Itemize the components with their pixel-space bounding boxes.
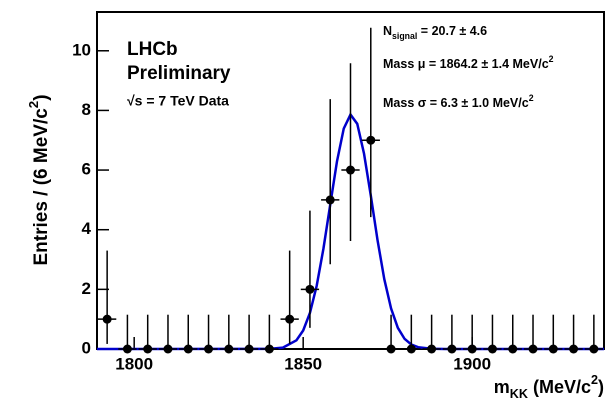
data-point (244, 344, 254, 354)
data-point (447, 344, 457, 354)
x-axis-label: mKK (MeV/c2) (494, 373, 604, 401)
energy-label: √s = 7 TeV Data (127, 93, 229, 109)
superscript: 2 (26, 101, 41, 108)
plot-frame (96, 11, 605, 350)
subscript: KK (510, 387, 528, 401)
y-tick-label: 10 (72, 40, 91, 59)
text-part: N (383, 24, 392, 38)
text-part: (MeV/c (528, 377, 591, 397)
text-part: Mass σ = 6.3 ± 1.0 MeV/c (383, 96, 529, 110)
data-point (427, 344, 437, 354)
data-point (285, 314, 295, 324)
y-tick-label: 6 (82, 160, 91, 179)
data-point (366, 135, 376, 145)
data-point (183, 344, 193, 354)
data-point (467, 344, 477, 354)
text-part: Mass μ = 1864.2 ± 1.4 MeV/c (383, 57, 549, 71)
data-point (528, 344, 538, 354)
data-point (386, 344, 396, 354)
y-tick-label: 4 (82, 219, 92, 238)
data-point (264, 344, 274, 354)
data-point (143, 344, 153, 354)
y-tick-label: 0 (82, 338, 91, 357)
fit-annotation: Nsignal = 20.7 ± 4.6 (383, 24, 487, 41)
data-point (569, 344, 579, 354)
text-part: Entries / (6 MeV/c (31, 108, 52, 266)
superscript: 2 (529, 93, 534, 103)
data-point (487, 344, 497, 354)
x-tick-label: 1850 (284, 354, 322, 373)
data-point (589, 344, 599, 354)
subscript: signal (392, 31, 417, 41)
y-tick-label: 2 (82, 279, 91, 298)
experiment-status: Preliminary (127, 63, 231, 84)
data-point (102, 314, 112, 324)
fit-annotation: Mass μ = 1864.2 ± 1.4 MeV/c2 (383, 54, 554, 71)
x-tick-label: 1800 (115, 354, 153, 373)
text-part: ) (31, 94, 52, 100)
experiment-name: LHCb (127, 39, 178, 60)
data-point (346, 165, 355, 175)
y-axis-label: Entries / (6 MeV/c2) (26, 94, 52, 265)
data-point (325, 195, 335, 205)
data-point (122, 344, 132, 354)
data-point (508, 344, 518, 354)
data-point (224, 344, 234, 354)
y-tick-label: 8 (82, 100, 91, 119)
x-tick-label: 1900 (453, 354, 491, 373)
data-point (548, 344, 558, 354)
data-point (204, 344, 214, 354)
data-point (305, 284, 315, 294)
text-part: ) (598, 377, 604, 397)
text-part: = 20.7 ± 4.6 (417, 24, 487, 38)
data-point (406, 344, 416, 354)
superscript: 2 (591, 373, 598, 387)
fit-annotation: Mass σ = 6.3 ± 1.0 MeV/c2 (383, 93, 534, 110)
superscript: 2 (549, 54, 554, 64)
data-point (163, 344, 173, 354)
text-part: m (494, 377, 510, 397)
